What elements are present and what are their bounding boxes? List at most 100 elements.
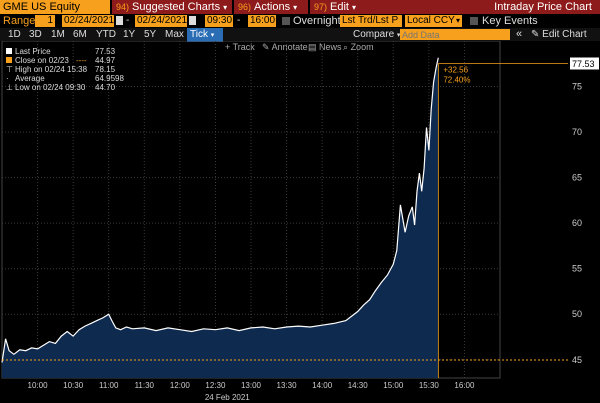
start-time-input[interactable]: 09:30 — [205, 15, 233, 27]
x-tick-label: 14:00 — [312, 381, 333, 390]
legend-high: ⊤ High on 02/24 15:38 78.15 — [6, 65, 115, 74]
x-tick-label: 15:00 — [383, 381, 404, 390]
range-label: Range — [3, 15, 36, 27]
legend-label: Low on 02/24 09:30 — [15, 83, 86, 92]
calendar-icon[interactable] — [116, 16, 123, 25]
zoom-icon: ⌕ — [343, 42, 349, 52]
range-value-input[interactable]: 1 — [35, 15, 55, 27]
legend-value: 77.53 — [95, 47, 116, 56]
period-bar: 1D 3D 1M 6M YTD 1Y 5Y Max Tick ▾ Compare… — [0, 28, 600, 42]
edit-menu[interactable]: 97) Edit ▾ Intraday Price Chart — [310, 0, 600, 14]
field-select[interactable]: Lst Trd/Lst P — [340, 15, 402, 27]
time-separator: - — [237, 15, 241, 26]
period-1y[interactable]: 1Y — [123, 29, 136, 40]
period-max[interactable]: Max — [165, 29, 184, 40]
legend-label: Average — [15, 74, 45, 83]
collapse-icon[interactable]: « — [516, 28, 523, 40]
chevron-down-icon: ▾ — [210, 32, 215, 39]
y-tick-label: 55 — [572, 264, 582, 274]
x-tick-label: 13:00 — [241, 381, 262, 390]
change-pct-label: 72.40% — [443, 75, 470, 84]
x-tick-label: 16:00 — [454, 381, 475, 390]
high-marker-icon: ⊤ — [6, 65, 13, 74]
average-marker-icon: · — [6, 74, 9, 83]
menu-number: 94) — [116, 2, 130, 12]
legend-low: ⊥ Low on 02/24 09:30 44.70 — [6, 83, 115, 92]
period-tick[interactable]: Tick ▾ — [187, 28, 223, 42]
chevron-down-icon: ▾ — [223, 3, 228, 12]
annotate-tool[interactable]: ✎ Annotate — [262, 41, 308, 53]
news-icon: ▤ — [308, 42, 317, 52]
suggested-charts-menu[interactable]: 94) Suggested Charts ▾ — [112, 0, 232, 14]
period-1d[interactable]: 1D — [8, 29, 21, 40]
period-6m[interactable]: 6M — [73, 29, 87, 40]
chevron-down-icon: ▾ — [293, 3, 298, 12]
period-3d[interactable]: 3D — [29, 29, 42, 40]
menu-label: Suggested Charts — [132, 1, 221, 13]
ticker-field[interactable]: GME US Equity — [0, 0, 110, 14]
legend-value: 64.9598 — [95, 74, 124, 83]
overnight-label: Overnight — [293, 15, 341, 27]
y-tick-label: 75 — [572, 82, 582, 92]
legend-prev-close: Close on 02/23 ---- 44.97 — [6, 56, 115, 65]
compare-label: Compare — [353, 29, 395, 40]
legend-value: 44.70 — [95, 83, 116, 92]
news-tool[interactable]: ▤ News — [308, 41, 342, 53]
x-tick-label: 10:30 — [63, 381, 84, 390]
legend-value: 78.15 — [95, 65, 116, 74]
end-date-input[interactable]: 02/24/2021 — [135, 15, 188, 27]
period-1m[interactable]: 1M — [51, 29, 65, 40]
x-tick-label: 12:30 — [205, 381, 226, 390]
period-tick-label: Tick — [190, 29, 208, 40]
legend-label: Close on 02/23 — [15, 56, 69, 65]
actions-menu[interactable]: 96) Actions ▾ — [234, 0, 308, 14]
period-5y[interactable]: 5Y — [144, 29, 157, 40]
overnight-checkbox[interactable] — [282, 17, 290, 25]
legend-value: 44.97 — [95, 56, 116, 65]
edit-chart-label: Edit Chart — [542, 29, 587, 40]
price-line — [1, 57, 439, 363]
legend-last-price: Last Price 77.53 — [6, 47, 115, 56]
key-events-checkbox[interactable] — [470, 17, 478, 25]
dashed-line-icon: ---- — [76, 56, 87, 65]
key-events-label: Key Events — [482, 15, 538, 27]
x-tick-label: 11:00 — [99, 381, 119, 390]
legend-swatch — [6, 57, 12, 63]
y-tick-label: 45 — [572, 355, 582, 365]
y-tick-label: 65 — [572, 173, 582, 183]
low-marker-icon: ⊥ — [6, 83, 13, 92]
chevron-down-icon: ▾ — [456, 16, 461, 25]
start-date-input[interactable]: 02/24/2021 — [62, 15, 115, 27]
menu-label: Actions — [254, 1, 291, 13]
compare-dropdown[interactable]: Compare ▾ — [353, 28, 400, 42]
x-tick-label: 15:30 — [419, 381, 440, 390]
track-label: Track — [232, 42, 255, 52]
zoom-tool[interactable]: ⌕ Zoom — [343, 41, 374, 53]
menu-number: 96) — [238, 2, 252, 12]
end-time-input[interactable]: 16:00 — [248, 15, 276, 27]
y-tick-label: 50 — [572, 309, 582, 319]
range-bar: Range 1 02/24/2021 - 02/24/2021 09:30 - … — [0, 14, 600, 28]
price-area — [2, 57, 439, 379]
change-abs-label: +32.56 — [443, 65, 468, 74]
edit-chart-button[interactable]: ✎ Edit Chart — [531, 28, 587, 41]
y-tick-label: 60 — [572, 218, 582, 228]
menu-number: 97) — [314, 2, 328, 12]
x-tick-label: 14:30 — [348, 381, 369, 390]
x-tick-label: 13:30 — [277, 381, 298, 390]
track-tool[interactable]: + Track — [225, 41, 255, 53]
legend-label: Last Price — [15, 47, 51, 56]
annotate-icon: ✎ — [262, 42, 270, 52]
crosshair-icon: + — [225, 42, 231, 52]
menu-label: Edit — [330, 1, 349, 13]
currency-select[interactable]: Local CCY — [405, 15, 462, 27]
add-data-input[interactable] — [400, 29, 510, 40]
legend-average: · Average 64.9598 — [6, 74, 124, 83]
period-ytd[interactable]: YTD — [96, 29, 116, 40]
x-tick-label: 11:30 — [135, 381, 155, 390]
calendar-icon[interactable] — [189, 16, 196, 25]
chevron-down-icon: ▾ — [351, 3, 356, 12]
pencil-icon: ✎ — [531, 29, 540, 40]
window-title: Intraday Price Chart — [494, 1, 592, 13]
